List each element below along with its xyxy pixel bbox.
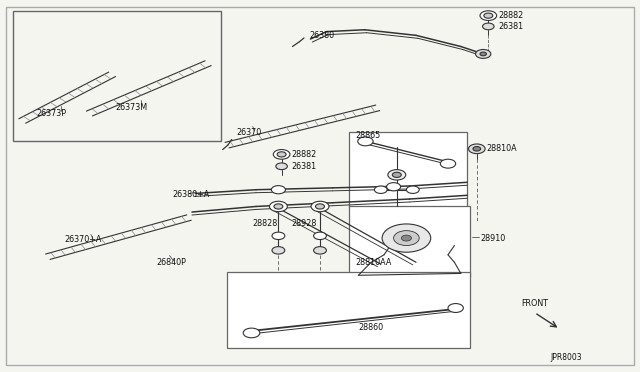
Circle shape xyxy=(277,152,286,157)
Text: 28910: 28910 xyxy=(480,234,505,243)
Circle shape xyxy=(314,247,326,254)
Text: 26381: 26381 xyxy=(498,22,523,31)
Circle shape xyxy=(316,204,324,209)
Text: 26373M: 26373M xyxy=(115,103,147,112)
Text: 26381: 26381 xyxy=(291,162,316,171)
Circle shape xyxy=(243,328,260,338)
Circle shape xyxy=(388,170,406,180)
Bar xyxy=(349,132,467,208)
Text: 28810A: 28810A xyxy=(486,144,517,153)
Circle shape xyxy=(269,201,287,212)
Circle shape xyxy=(272,247,285,254)
Circle shape xyxy=(473,147,481,151)
Bar xyxy=(227,272,470,348)
Text: 28865: 28865 xyxy=(355,131,380,140)
Circle shape xyxy=(276,163,287,170)
Circle shape xyxy=(387,183,401,191)
Circle shape xyxy=(480,11,497,20)
Circle shape xyxy=(273,150,290,159)
Circle shape xyxy=(358,137,373,146)
Text: 26370: 26370 xyxy=(237,128,262,137)
Text: JPR8003: JPR8003 xyxy=(550,353,582,362)
Text: 26840P: 26840P xyxy=(157,258,187,267)
Circle shape xyxy=(401,235,412,241)
Text: 28810AA: 28810AA xyxy=(355,258,392,267)
Circle shape xyxy=(480,52,486,56)
Text: 28828: 28828 xyxy=(253,219,278,228)
Circle shape xyxy=(374,186,387,193)
Text: FRONT: FRONT xyxy=(522,299,548,308)
Circle shape xyxy=(392,172,401,177)
Circle shape xyxy=(484,13,493,18)
Circle shape xyxy=(468,144,485,154)
Circle shape xyxy=(271,186,285,194)
Text: 28928: 28928 xyxy=(291,219,317,228)
Text: 28860: 28860 xyxy=(358,323,383,332)
Circle shape xyxy=(274,204,283,209)
Text: 26373P: 26373P xyxy=(36,109,66,118)
Circle shape xyxy=(382,224,431,252)
Circle shape xyxy=(406,186,419,193)
Text: 26380: 26380 xyxy=(309,31,334,40)
Circle shape xyxy=(483,23,494,30)
Circle shape xyxy=(476,49,491,58)
Circle shape xyxy=(394,231,419,246)
Text: 28882: 28882 xyxy=(291,150,316,159)
Circle shape xyxy=(440,159,456,168)
Bar xyxy=(349,206,470,277)
Text: 28882: 28882 xyxy=(498,11,523,20)
Text: 26370+A: 26370+A xyxy=(64,235,101,244)
Circle shape xyxy=(272,232,285,240)
Bar xyxy=(13,11,221,141)
Circle shape xyxy=(311,201,329,212)
Circle shape xyxy=(314,232,326,240)
Circle shape xyxy=(448,304,463,312)
Text: 26380+A: 26380+A xyxy=(173,190,210,199)
